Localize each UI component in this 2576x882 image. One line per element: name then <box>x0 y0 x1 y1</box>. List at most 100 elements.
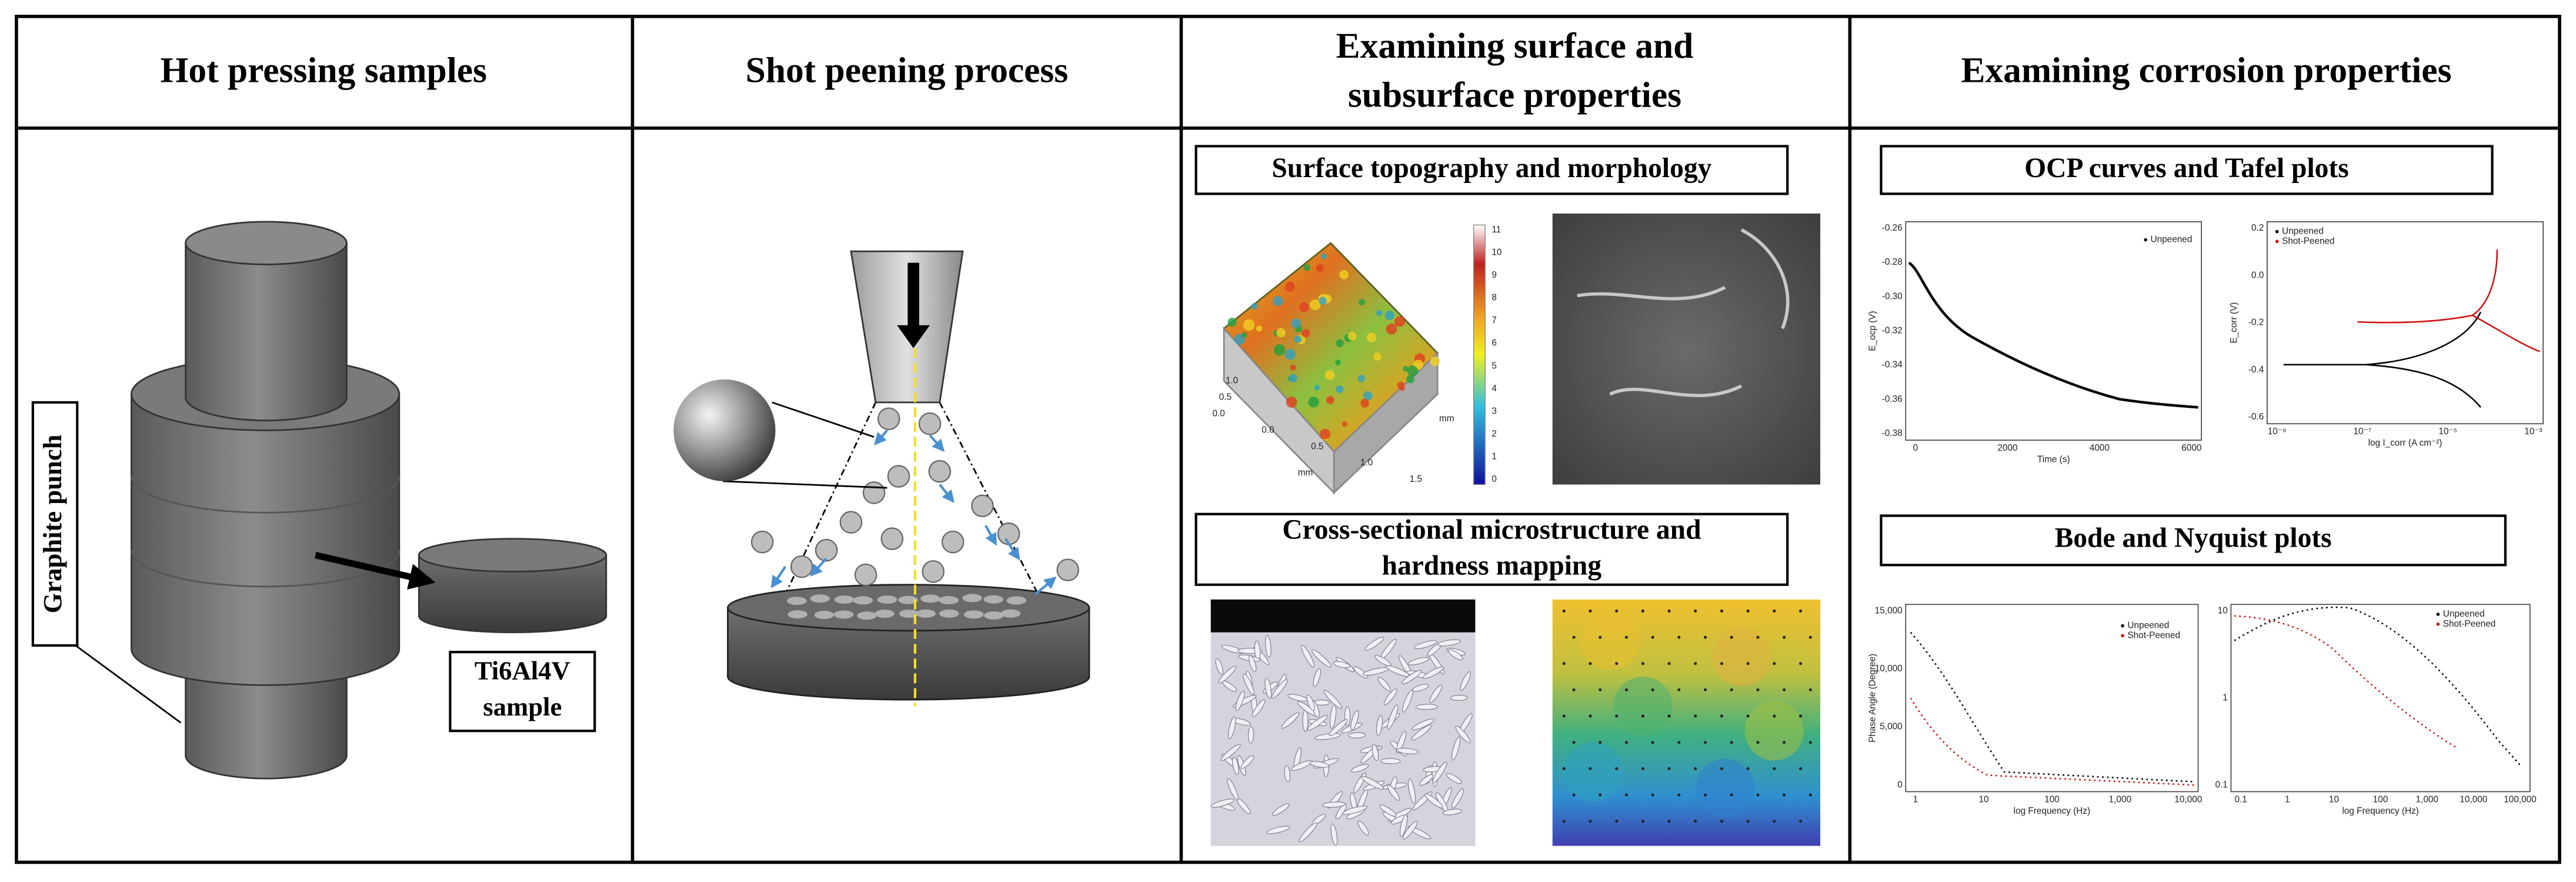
dent <box>962 594 982 603</box>
indent <box>1756 635 1760 639</box>
hardness-blob <box>1580 611 1640 670</box>
x-tick-label: 4000 <box>2090 443 2110 453</box>
grain <box>1266 826 1290 834</box>
colorbar-label: 3 <box>1491 406 1497 416</box>
indent <box>1694 714 1697 718</box>
grain <box>1210 798 1234 808</box>
axis-unit: mm <box>1298 468 1313 478</box>
indent <box>1799 767 1803 770</box>
y-tick-label: 10,000 <box>1875 664 1903 674</box>
indent <box>1694 767 1697 770</box>
grain <box>1416 704 1439 710</box>
indent <box>1589 820 1592 823</box>
grain <box>1399 814 1408 837</box>
hardness-blob <box>1695 758 1755 818</box>
colorbar-label: 7 <box>1491 315 1497 325</box>
peak <box>1227 317 1237 327</box>
dent <box>788 610 807 619</box>
grain <box>1302 710 1309 732</box>
peak <box>1324 370 1335 380</box>
indent <box>1756 793 1760 797</box>
indent <box>1720 767 1723 770</box>
indent <box>1667 767 1671 770</box>
curve <box>1908 261 2198 409</box>
shot-sphere <box>673 379 776 481</box>
indent <box>1746 767 1750 770</box>
y-tick-label: 5,000 <box>1880 722 1902 732</box>
legend-marker <box>2144 238 2147 242</box>
indent <box>1677 741 1681 744</box>
grain <box>1281 712 1300 729</box>
grain <box>1374 655 1392 667</box>
indent <box>1641 820 1644 823</box>
indent <box>1624 793 1628 797</box>
indent <box>1730 741 1733 744</box>
axis-label: 0.5 <box>1219 392 1232 402</box>
indent <box>1599 741 1602 744</box>
grain <box>1350 764 1369 773</box>
indent <box>1624 741 1628 744</box>
indent <box>1746 714 1750 718</box>
grain <box>1402 670 1422 684</box>
peak <box>1320 428 1331 440</box>
grain <box>1309 761 1330 768</box>
plot-frame <box>1905 604 2199 793</box>
indent <box>1773 609 1776 613</box>
x-axis-label: log Frequency (Hz) <box>2342 806 2419 816</box>
peak <box>1326 395 1334 404</box>
indent <box>1562 662 1566 665</box>
section-title: Surface topography and morphology <box>1272 153 1711 184</box>
legend-marker <box>2121 624 2124 628</box>
colorbar-label: 5 <box>1491 361 1497 371</box>
x-tick-label: 10⁻³ <box>2524 427 2542 437</box>
curve <box>1910 697 2195 786</box>
legend-label: Unpeened <box>2282 227 2324 237</box>
colorbar-label: 8 <box>1491 293 1497 303</box>
y-tick-label: -0.34 <box>1882 360 1903 370</box>
outer-border <box>15 15 2561 864</box>
indent <box>1756 741 1760 744</box>
hardness-blob <box>1744 701 1804 761</box>
section-title: Cross-sectional microstructure and <box>1282 514 1701 545</box>
indent <box>1773 767 1776 770</box>
hardness-blob <box>1564 742 1623 802</box>
dent <box>833 610 854 619</box>
dent <box>877 595 897 604</box>
grain <box>1411 724 1432 741</box>
punch-label: Graphite punch <box>38 434 67 613</box>
rebound-arrow <box>939 484 955 503</box>
peak <box>1321 253 1327 259</box>
indent <box>1589 609 1592 613</box>
shots <box>750 407 1079 596</box>
indent <box>1562 767 1566 770</box>
indent <box>1773 820 1776 823</box>
peak <box>1302 329 1310 338</box>
x-tick-label: 1,000 <box>2109 794 2131 804</box>
grain <box>1383 688 1397 705</box>
grain <box>1290 760 1313 771</box>
indent <box>1562 820 1566 823</box>
indent <box>1808 688 1812 691</box>
grain <box>1240 755 1254 769</box>
colorbar-label: 9 <box>1491 270 1497 280</box>
grain <box>1307 715 1328 731</box>
colorbar-label: 0 <box>1491 474 1497 484</box>
die-lines <box>131 476 401 588</box>
indent <box>1641 662 1644 665</box>
y-tick-label: 0.0 <box>2251 270 2264 280</box>
grain <box>1362 667 1389 676</box>
indent <box>1641 767 1644 770</box>
sample-disc <box>418 538 608 634</box>
y-tick-label: -0.30 <box>1882 291 1903 301</box>
y-axis-label: E_ocp (V) <box>1867 311 1877 351</box>
indent <box>1756 688 1760 691</box>
peak <box>1366 332 1377 342</box>
spray-edge <box>784 402 877 595</box>
indent <box>1677 688 1681 691</box>
peak <box>1242 332 1247 338</box>
section-title: hardness mapping <box>1382 551 1602 581</box>
dent <box>1006 596 1026 605</box>
top-punch <box>185 242 348 421</box>
y-tick-label: 10 <box>2218 605 2228 615</box>
